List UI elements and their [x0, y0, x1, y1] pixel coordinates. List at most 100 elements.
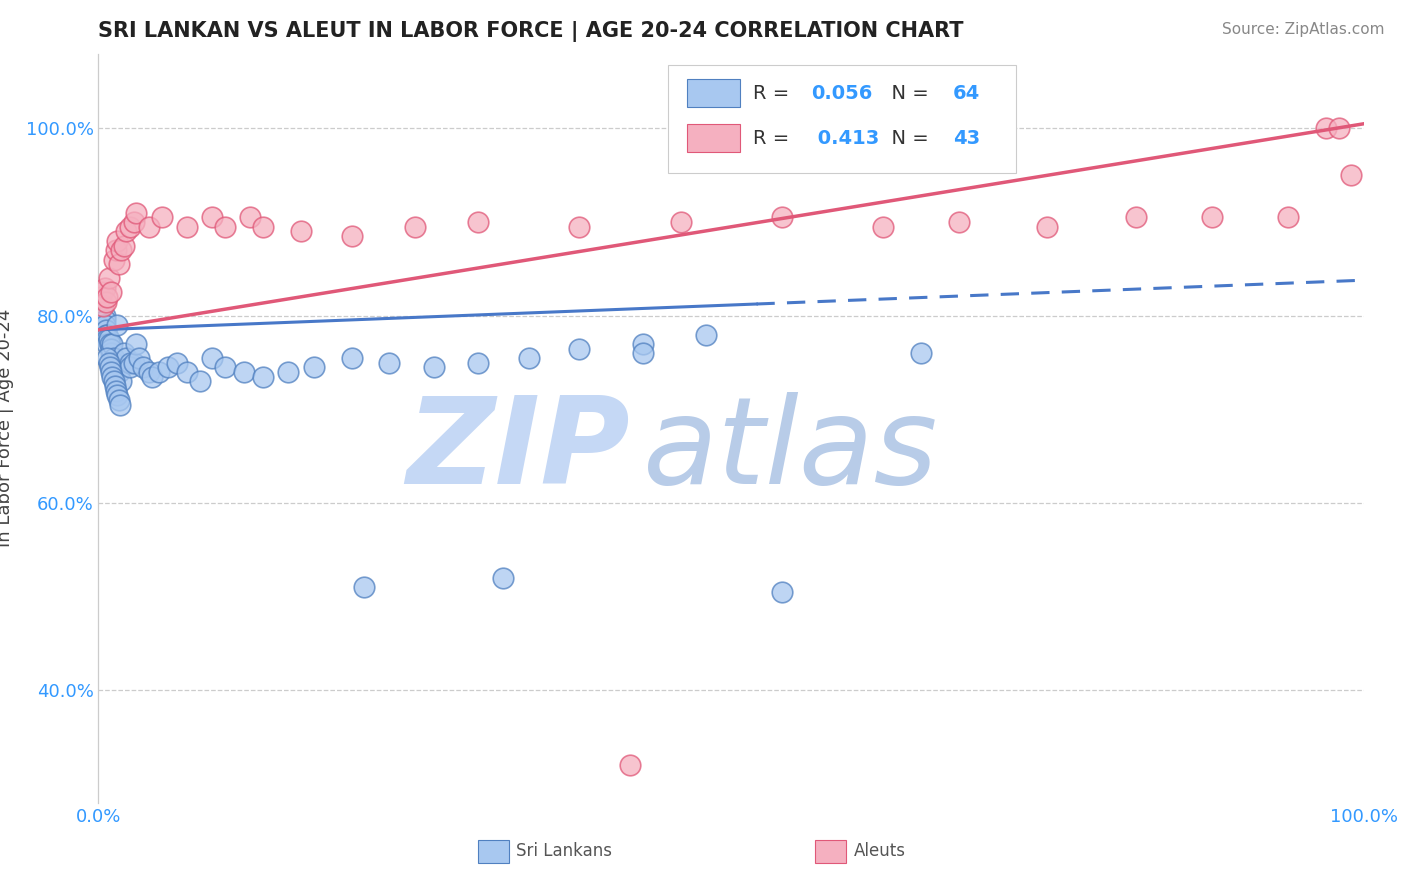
- Point: [166, 356, 188, 370]
- Point: [132, 360, 155, 375]
- Point: [141, 369, 163, 384]
- Point: [770, 585, 793, 599]
- Point: [107, 388, 129, 402]
- Point: [98, 360, 121, 375]
- Point: [97, 271, 120, 285]
- Point: [290, 225, 312, 239]
- Point: [100, 346, 122, 360]
- Text: Aleuts: Aleuts: [853, 842, 905, 860]
- Point: [125, 337, 148, 351]
- Point: [97, 332, 120, 346]
- Point: [631, 346, 654, 360]
- Point: [176, 219, 198, 234]
- Point: [94, 323, 117, 337]
- Point: [108, 398, 131, 412]
- Point: [103, 252, 125, 267]
- Point: [105, 384, 128, 398]
- Point: [378, 356, 401, 370]
- Point: [120, 360, 141, 375]
- Point: [96, 351, 118, 365]
- Point: [157, 360, 180, 375]
- Point: [100, 365, 122, 379]
- Point: [239, 211, 262, 225]
- Point: [103, 351, 125, 365]
- Point: [115, 225, 138, 239]
- Point: [302, 360, 325, 375]
- Point: [1036, 219, 1059, 234]
- Text: R =: R =: [752, 128, 796, 148]
- Point: [101, 369, 124, 384]
- Point: [353, 581, 375, 595]
- Point: [104, 379, 127, 393]
- Point: [94, 294, 117, 309]
- Point: [105, 244, 128, 258]
- Text: Source: ZipAtlas.com: Source: ZipAtlas.com: [1222, 22, 1385, 37]
- Point: [96, 337, 118, 351]
- Point: [467, 356, 489, 370]
- Point: [110, 244, 132, 258]
- Point: [404, 219, 426, 234]
- Point: [340, 351, 363, 365]
- Point: [948, 215, 970, 229]
- Point: [214, 360, 236, 375]
- Text: ZIP: ZIP: [406, 392, 630, 509]
- Point: [252, 219, 274, 234]
- Point: [1201, 211, 1223, 225]
- Point: [107, 393, 129, 408]
- Point: [112, 238, 135, 252]
- Point: [125, 206, 148, 220]
- Text: N =: N =: [879, 84, 935, 103]
- FancyBboxPatch shape: [686, 79, 740, 107]
- FancyBboxPatch shape: [668, 65, 1015, 173]
- Point: [94, 327, 117, 342]
- Point: [91, 285, 114, 300]
- Point: [188, 375, 211, 389]
- Point: [107, 365, 129, 379]
- Point: [176, 365, 198, 379]
- Point: [530, 871, 553, 885]
- Point: [98, 337, 121, 351]
- Point: [103, 356, 125, 370]
- Y-axis label: In Labor Force | Age 20-24: In Labor Force | Age 20-24: [0, 309, 14, 548]
- Point: [96, 332, 118, 346]
- Point: [93, 318, 117, 333]
- Point: [1327, 121, 1350, 136]
- Text: 0.056: 0.056: [811, 84, 872, 103]
- Point: [201, 211, 224, 225]
- Point: [93, 309, 117, 323]
- Point: [214, 219, 236, 234]
- Point: [138, 365, 160, 379]
- Point: [107, 234, 129, 248]
- Point: [120, 356, 141, 370]
- Text: Sri Lankans: Sri Lankans: [516, 842, 612, 860]
- Point: [112, 346, 135, 360]
- Point: [910, 346, 932, 360]
- Point: [568, 219, 591, 234]
- Point: [90, 290, 112, 304]
- Point: [103, 375, 125, 389]
- Point: [340, 229, 363, 244]
- Point: [201, 351, 224, 365]
- Text: SRI LANKAN VS ALEUT IN LABOR FORCE | AGE 20-24 CORRELATION CHART: SRI LANKAN VS ALEUT IN LABOR FORCE | AGE…: [98, 21, 965, 42]
- Point: [107, 257, 129, 271]
- Point: [517, 351, 540, 365]
- Point: [568, 342, 591, 356]
- Point: [107, 318, 129, 333]
- Point: [122, 215, 145, 229]
- Point: [1277, 211, 1299, 225]
- Text: 43: 43: [953, 128, 980, 148]
- Point: [110, 375, 132, 389]
- Point: [872, 219, 894, 234]
- Text: 0.413: 0.413: [811, 128, 879, 148]
- Point: [1340, 169, 1362, 183]
- Point: [101, 337, 124, 351]
- Point: [1315, 121, 1337, 136]
- Point: [148, 365, 170, 379]
- Point: [277, 365, 299, 379]
- Point: [100, 285, 122, 300]
- Text: N =: N =: [879, 128, 935, 148]
- Point: [631, 337, 654, 351]
- Point: [467, 215, 489, 229]
- Point: [128, 351, 150, 365]
- Point: [96, 290, 118, 304]
